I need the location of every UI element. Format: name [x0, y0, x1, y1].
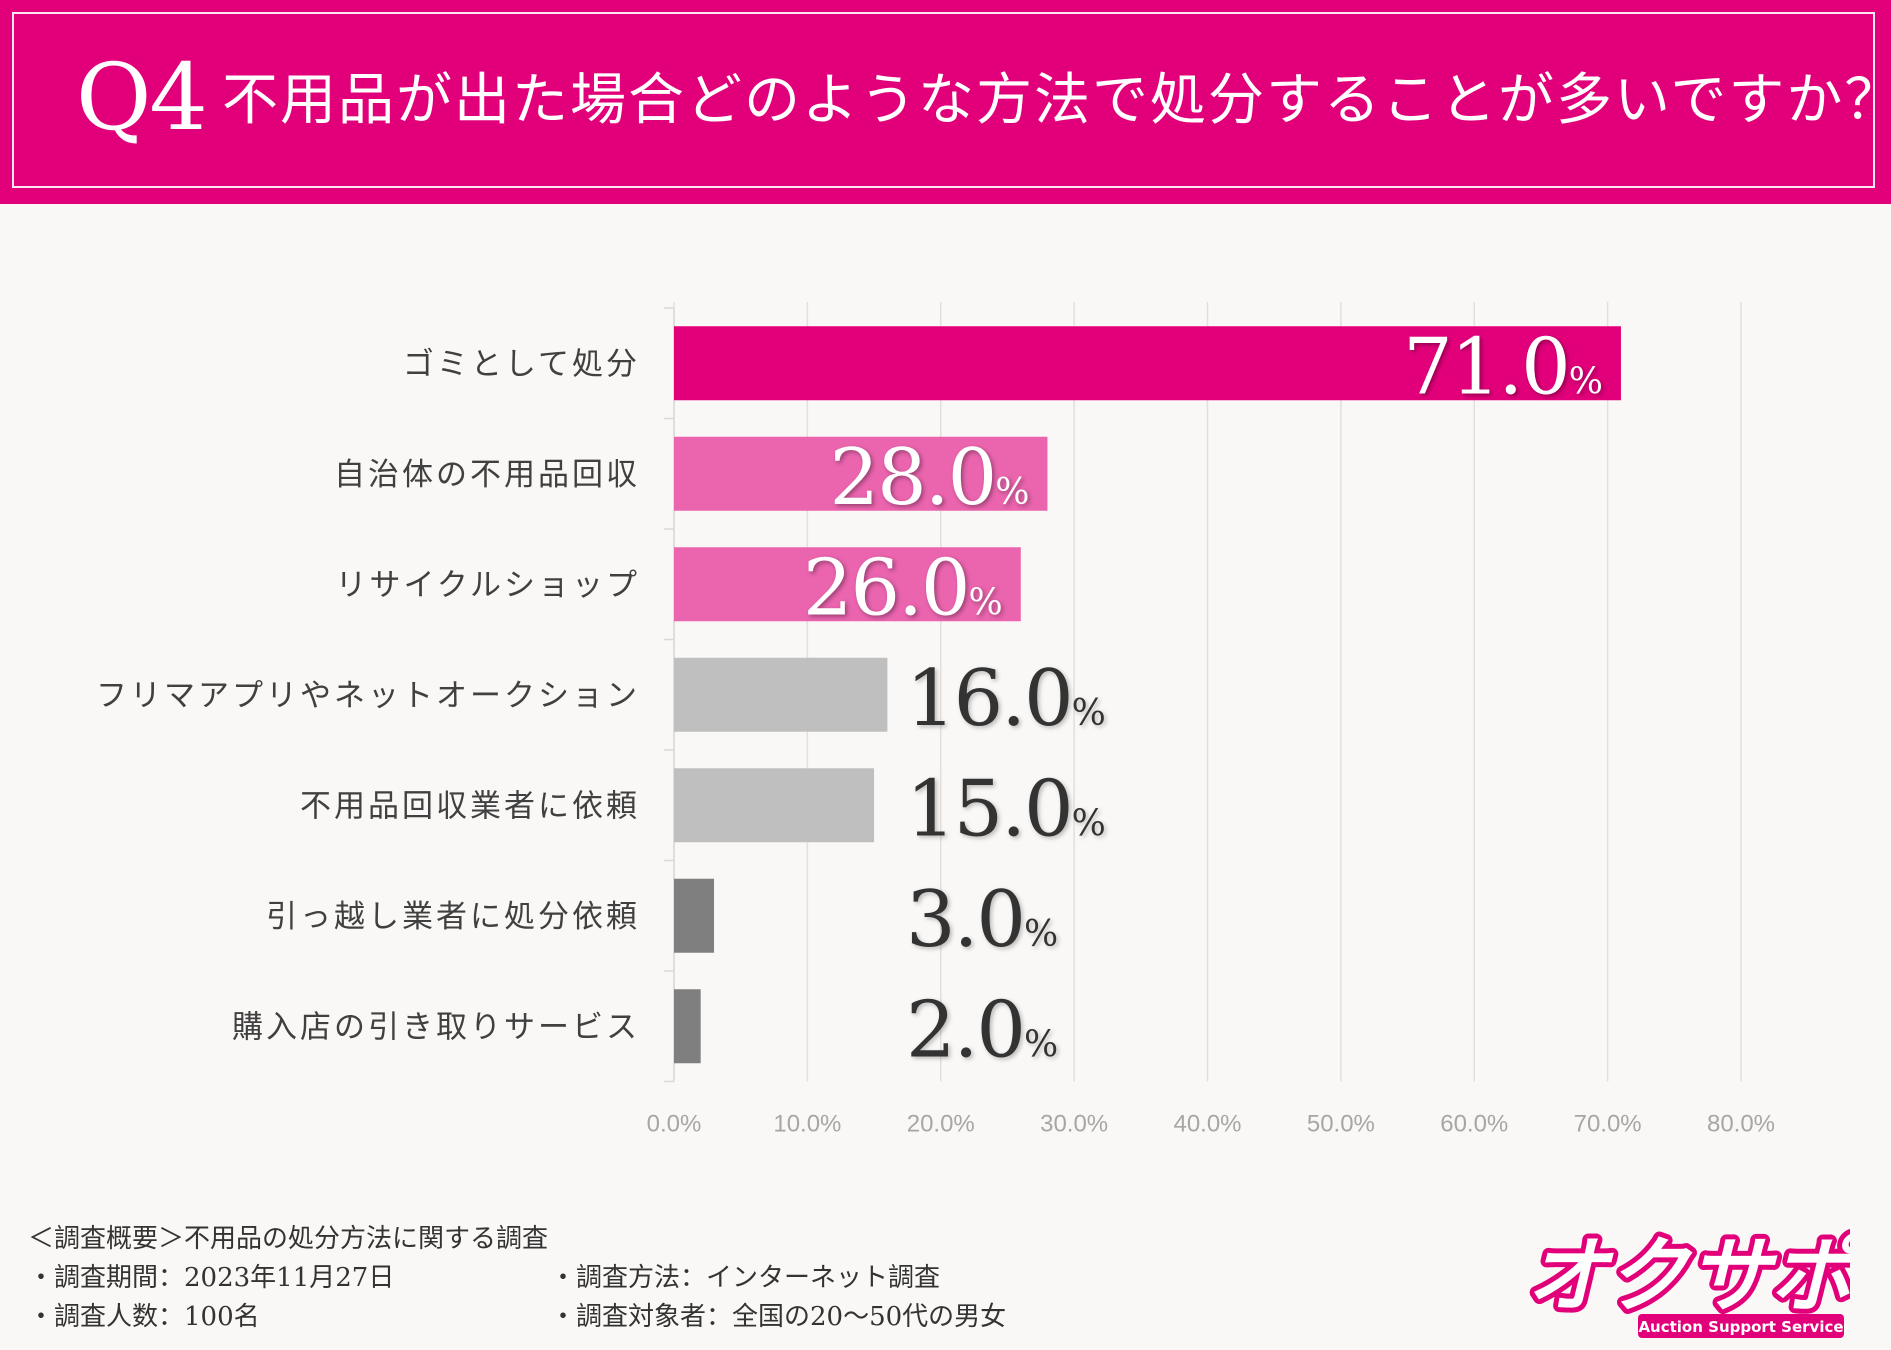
x-tick-label: 70.0%: [1574, 1111, 1642, 1138]
bar: [674, 768, 875, 843]
bar-chart: 0.0% 10.0% 20.0% 30.0% 40.0% 50.0% 60.0% 70.0% 8…: [96, 302, 1775, 1138]
category-label: 購入店の引き取りサービス: [232, 1009, 640, 1045]
data-label: 3.0%: [906, 875, 1057, 965]
survey-method: ・調査方法：インターネット調査: [550, 1263, 941, 1293]
x-tick-label: 10.0%: [773, 1111, 841, 1138]
x-tick-label: 40.0%: [1173, 1111, 1241, 1138]
category-label: ゴミとして処分: [403, 346, 640, 382]
bar: [674, 657, 888, 732]
data-label: 71.0%: [1403, 322, 1602, 412]
data-label: 2.0%: [906, 985, 1057, 1075]
category-label: 不用品回収業者に依頼: [300, 788, 640, 824]
bar: [674, 878, 715, 953]
header-frame: [12, 12, 1875, 188]
x-tick-label: 80.0%: [1707, 1111, 1775, 1138]
bar: [674, 989, 701, 1064]
data-label: 26.0%: [803, 543, 1002, 633]
category-label: 自治体の不用品回収: [334, 457, 640, 493]
x-tick-label: 30.0%: [1040, 1111, 1108, 1138]
question-title: 不用品が出た場合どのような方法で処分することが多いですか？: [222, 68, 1891, 133]
x-tick-label: 0.0%: [647, 1111, 702, 1138]
data-label: 15.0%: [906, 764, 1105, 854]
question-number: Q4: [76, 44, 208, 151]
survey-period: ・調査期間：2023年11月27日: [28, 1263, 395, 1293]
x-tick-label: 60.0%: [1440, 1111, 1508, 1138]
header-banner: Q4 不用品が出た場合どのような方法で処分することが多いですか？: [0, 0, 1891, 204]
bar: [674, 326, 1621, 401]
survey-target: ・調査対象者：全国の20〜50代の男女: [550, 1302, 1007, 1332]
category-label: リサイクルショップ: [336, 567, 640, 603]
x-tick-label: 20.0%: [907, 1111, 975, 1138]
survey-count: ・調査人数：100名: [28, 1302, 260, 1332]
data-label: 28.0%: [830, 433, 1029, 523]
logo-text: オクサポ!: [1526, 1229, 1850, 1324]
x-tick-label: 50.0%: [1307, 1111, 1375, 1138]
logo-subtitle: Auction Support Service: [1638, 1318, 1843, 1336]
logo-ribbon: [1638, 1314, 1844, 1338]
overview-title: ＜調査概要＞不用品の処分方法に関する調査: [28, 1224, 549, 1254]
bar: [674, 436, 1048, 511]
data-label: 16.0%: [906, 654, 1105, 744]
category-label: 引っ越し業者に処分依頼: [266, 899, 640, 935]
category-label: フリマアプリやネットオークション: [96, 678, 640, 714]
bar: [674, 547, 1021, 622]
brand-logo: オクサポ! Auction Support Service: [1521, 1224, 1850, 1338]
